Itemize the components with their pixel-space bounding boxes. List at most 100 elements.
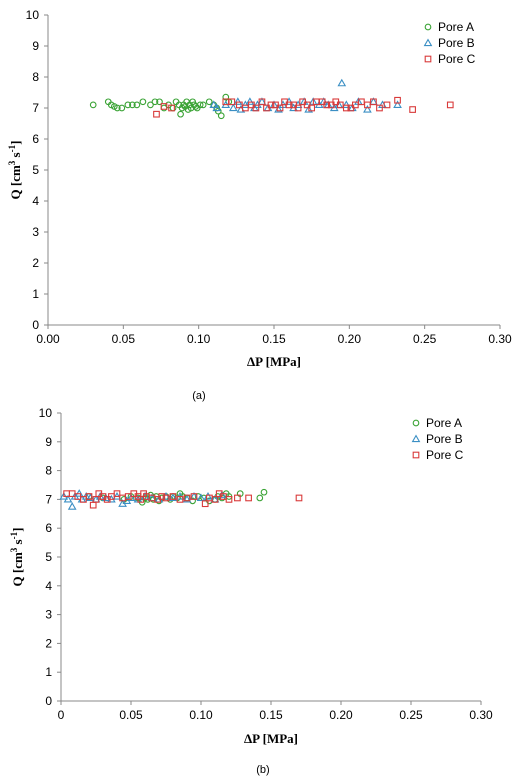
scatter-chart-b: 0 1 2 3 4 5 6 7 8 9 10 0 0.05 0.10 0.15 0.20 0.25 0.30 ΔP … (9, 406, 493, 746)
x-tick-label: 0.05 (112, 332, 136, 346)
data-point (205, 98, 213, 106)
legend-label: Pore B (426, 432, 463, 446)
legend-marker (424, 55, 432, 63)
legend-marker-triangle (423, 38, 433, 47)
data-point (153, 110, 160, 118)
data-point (258, 98, 266, 106)
y-tick-label: 10 (26, 8, 40, 22)
data-point (256, 494, 264, 502)
data-point (126, 493, 136, 502)
data-point (162, 494, 170, 502)
data-point (245, 97, 255, 105)
data-point (85, 493, 93, 500)
legend-label: Pore A (426, 416, 462, 430)
y-tick-label: 7 (45, 492, 52, 506)
data-point (304, 105, 314, 113)
legend-marker-square (412, 451, 420, 459)
data-point (225, 496, 233, 503)
data-point (147, 101, 154, 109)
data-point (409, 106, 416, 113)
y-axis-title-part: s (10, 539, 25, 547)
chart-caption-a: (a) (192, 390, 206, 402)
data-point (63, 494, 73, 503)
y-tick-label: 2 (45, 636, 52, 650)
x-tick-label: 0.00 (36, 332, 60, 346)
chart-caption-b: (b) (256, 764, 270, 776)
data-point (169, 104, 177, 112)
legend-marker (411, 434, 421, 443)
y-tick-label: 9 (45, 435, 52, 449)
data-point (168, 104, 175, 112)
data-point (89, 501, 97, 509)
y-axis-title-part: ] (10, 528, 25, 532)
y-axis-title-part: Q [cm (8, 165, 23, 199)
data-point (67, 502, 77, 510)
data-point (337, 78, 347, 87)
x-tick-label: 0.25 (399, 708, 423, 722)
data-point (176, 496, 184, 503)
data-point (177, 110, 184, 118)
data-point (133, 101, 141, 109)
legend-label: Pore C (438, 52, 476, 66)
y-axis-title-part: 3 (7, 160, 17, 165)
legend-label: Pore B (438, 36, 475, 50)
y-tick-label: 4 (45, 579, 52, 593)
legend-label: Pore A (438, 20, 474, 34)
legend-marker (423, 38, 433, 47)
x-tick-label: 0.10 (189, 708, 213, 722)
data-point (245, 494, 252, 502)
data-point (267, 101, 275, 109)
data-point (294, 104, 302, 112)
x-tick-label: 0.10 (187, 332, 211, 346)
data-point (233, 97, 243, 105)
scatter-chart-a: 0 1 2 3 4 5 6 7 8 9 10 0.00 0.05 0.10 0.15 0.20 0.25 0.30… (7, 8, 512, 369)
data-point (211, 496, 219, 503)
data-point (168, 493, 178, 502)
data-point (370, 98, 377, 106)
data-point (189, 98, 196, 106)
data-point (183, 494, 191, 502)
data-point (383, 101, 391, 109)
data-point (394, 96, 401, 104)
data-point (228, 103, 238, 112)
data-point (139, 98, 147, 106)
data-point (182, 494, 192, 503)
y-tick-label: 8 (32, 70, 39, 84)
data-point (201, 500, 209, 508)
legend-marker-triangle (411, 434, 421, 443)
data-point (260, 488, 268, 496)
data-point (308, 104, 316, 112)
data-point (252, 104, 260, 112)
legend-marker-circle (424, 23, 432, 31)
data-point (276, 104, 284, 112)
data-point (158, 493, 166, 500)
x-tick-label: 0.05 (119, 708, 143, 722)
data-point (217, 112, 225, 120)
y-axis-title-part: -1 (9, 531, 19, 539)
x-axis-title: ΔP [MPa] (244, 731, 298, 746)
y-tick-label: 0 (32, 318, 39, 332)
y-axis-title-part: ] (8, 141, 23, 145)
y-tick-label: 9 (32, 39, 39, 53)
data-point (156, 98, 163, 106)
y-axis-title-part: -1 (7, 144, 17, 152)
data-point (199, 101, 207, 109)
data-point (212, 103, 222, 112)
x-tick-label: 0.20 (338, 332, 362, 346)
data-point (209, 100, 219, 108)
legend-marker (412, 451, 420, 459)
y-axis-title-part: s (8, 152, 23, 160)
x-tick-label: 0.15 (259, 708, 283, 722)
y-axis-title-part: 3 (9, 547, 19, 552)
data-point (151, 98, 159, 106)
data-point (393, 100, 402, 108)
data-point (192, 103, 200, 110)
data-point (190, 493, 198, 500)
series-pore-a (89, 93, 233, 120)
y-tick-label: 7 (32, 101, 39, 115)
data-point (196, 101, 204, 109)
y-tick-label: 6 (45, 521, 52, 535)
data-point (323, 101, 331, 109)
y-tick-label: 4 (32, 194, 39, 208)
data-point (169, 493, 177, 500)
